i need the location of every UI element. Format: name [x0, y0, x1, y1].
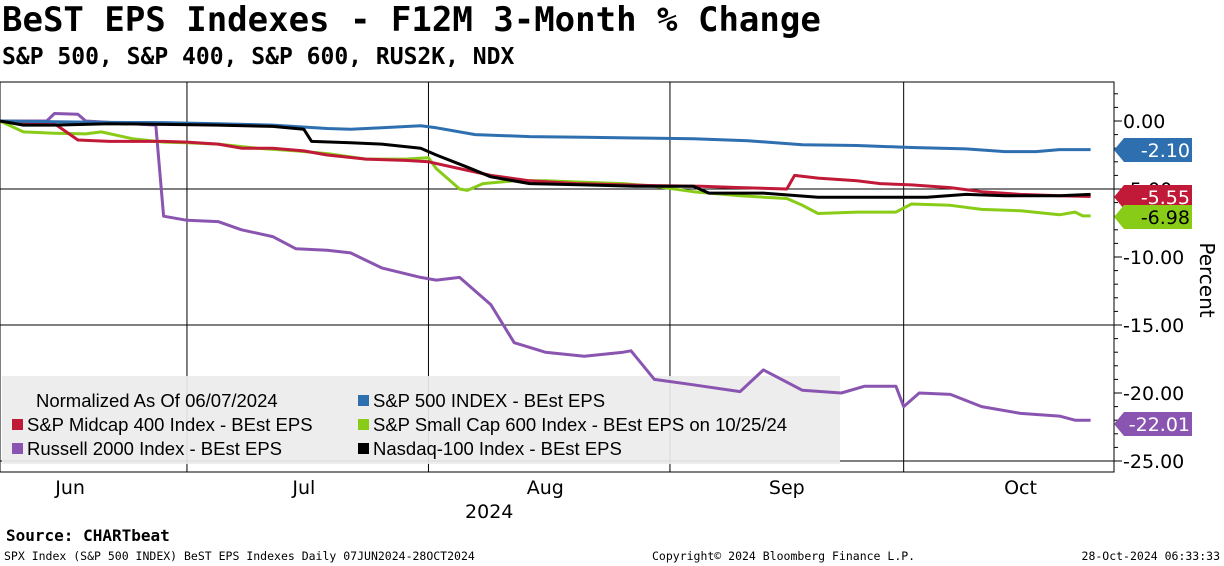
chart-axis: 0.00-5.00-10.00-15.00-20.00-25.00Percent…	[54, 93, 1219, 523]
x-month-label: Sep	[769, 477, 805, 499]
chart-legend: Normalized As Of 06/07/2024 S&P 500 INDEX…	[2, 376, 840, 464]
legend-panel	[2, 376, 840, 464]
y-tick-label: -25.00	[1123, 451, 1184, 473]
page-subtitle: S&P 500, S&P 400, S&P 600, RUS2K, NDX	[2, 44, 515, 70]
footer-left: SPX Index (S&P 500 INDEX) BeST EPS Index…	[4, 549, 475, 563]
y-tick-label: 0.00	[1123, 111, 1165, 133]
last-value-label: -5.55	[1141, 187, 1190, 209]
x-month-label: Jul	[291, 477, 315, 499]
footer-timestamp: 28-Oct-2024 06:33:33	[1081, 549, 1220, 563]
series-line	[0, 119, 1091, 199]
legend-swatch	[12, 443, 23, 454]
last-value-tag	[1114, 205, 1192, 229]
footer-copyright: Copyright© 2024 Bloomberg Finance L.P.	[652, 549, 916, 563]
plot-frame	[0, 81, 1115, 473]
last-value-label: -6.98	[1141, 207, 1190, 229]
legend-swatch	[12, 419, 23, 430]
last-value-label: -22.01	[1129, 414, 1190, 436]
legend-entry-label: Russell 2000 Index - BEst EPS	[27, 438, 282, 459]
legend-note: Normalized As Of 06/07/2024	[36, 390, 278, 411]
last-value-tag	[1114, 185, 1192, 209]
x-year-label: 2024	[465, 501, 513, 523]
legend-swatch	[358, 395, 369, 406]
y-axis-label: Percent	[1195, 242, 1219, 317]
y-tick-label: -10.00	[1123, 247, 1184, 269]
chart-last-value-tags: -2.10 -5.55-6.98 -22.01	[1114, 138, 1192, 436]
series-line	[0, 112, 1091, 422]
y-tick-label: -15.00	[1123, 315, 1184, 337]
legend-entry-label: S&P Small Cap 600 Index - BEst EPS on 10…	[373, 414, 787, 435]
chart-series	[0, 112, 1091, 422]
source-note: Source: CHARTbeat	[6, 526, 170, 545]
last-value-tag	[1114, 412, 1192, 436]
last-value-tag	[1114, 138, 1192, 162]
legend-swatch	[358, 443, 369, 454]
x-month-label: Jun	[54, 477, 85, 499]
legend-entry-label: S&P Midcap 400 Index - BEst EPS	[27, 414, 313, 435]
last-value-label: -2.10	[1141, 140, 1190, 162]
y-tick-label: -20.00	[1123, 383, 1184, 405]
x-month-label: Oct	[1004, 477, 1037, 499]
legend-entry-label: Nasdaq-100 Index - BEst EPS	[373, 438, 622, 459]
x-month-label: Aug	[527, 477, 564, 499]
legend-entry-label: S&P 500 INDEX - BEst EPS	[373, 390, 605, 411]
legend-swatch	[358, 419, 369, 430]
page-title: BeST EPS Indexes - F12M 3-Month % Change	[2, 0, 821, 40]
